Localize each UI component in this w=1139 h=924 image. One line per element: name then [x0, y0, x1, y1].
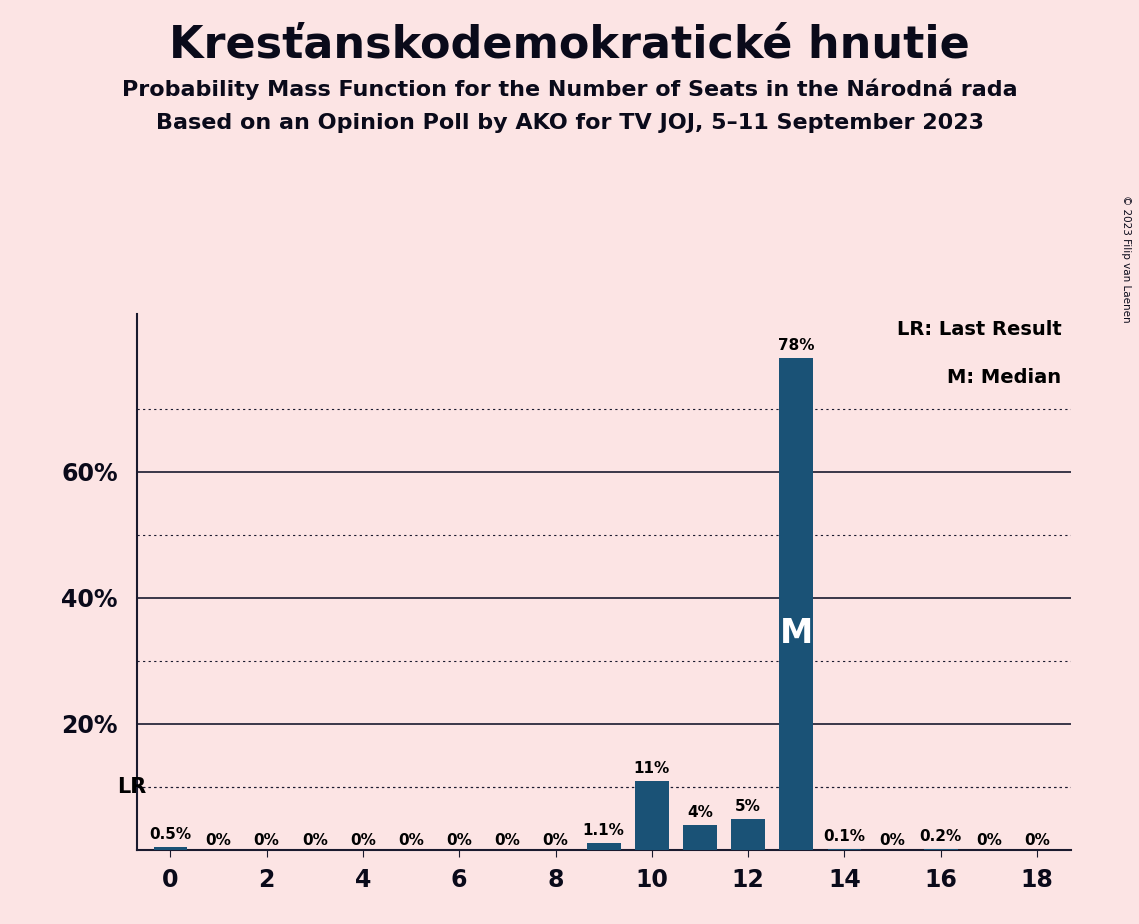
Text: 78%: 78%	[778, 338, 814, 353]
Text: Kresťanskodemokratické hnutie: Kresťanskodemokratické hnutie	[169, 23, 970, 67]
Text: 0%: 0%	[446, 833, 473, 848]
Text: 11%: 11%	[633, 760, 670, 775]
Text: 4%: 4%	[687, 805, 713, 820]
Text: 0.2%: 0.2%	[919, 829, 961, 844]
Bar	[634, 781, 669, 850]
Bar	[731, 819, 765, 850]
Text: M: Median: M: Median	[948, 368, 1062, 387]
Text: LR: Last Result: LR: Last Result	[896, 320, 1062, 338]
Text: 5%: 5%	[735, 798, 761, 813]
Text: 0%: 0%	[302, 833, 328, 848]
Text: 0%: 0%	[254, 833, 279, 848]
Bar	[924, 849, 958, 850]
Text: 0.1%: 0.1%	[823, 830, 866, 845]
Bar	[587, 843, 621, 850]
Text: 0%: 0%	[350, 833, 376, 848]
Text: M: M	[779, 617, 813, 650]
Text: LR: LR	[117, 777, 146, 797]
Text: Based on an Opinion Poll by AKO for TV JOJ, 5–11 September 2023: Based on an Opinion Poll by AKO for TV J…	[156, 113, 983, 133]
Text: Probability Mass Function for the Number of Seats in the Národná rada: Probability Mass Function for the Number…	[122, 79, 1017, 100]
Text: © 2023 Filip van Laenen: © 2023 Filip van Laenen	[1121, 195, 1131, 322]
Text: 0.5%: 0.5%	[149, 827, 191, 842]
Bar	[683, 825, 716, 850]
Text: 0%: 0%	[494, 833, 521, 848]
Bar	[779, 359, 813, 850]
Text: 1.1%: 1.1%	[583, 823, 624, 838]
Text: 0%: 0%	[1024, 833, 1050, 848]
Text: 0%: 0%	[976, 833, 1002, 848]
Text: 0%: 0%	[542, 833, 568, 848]
Bar	[154, 847, 187, 850]
Text: 0%: 0%	[879, 833, 906, 848]
Text: 0%: 0%	[399, 833, 424, 848]
Text: 0%: 0%	[205, 833, 231, 848]
